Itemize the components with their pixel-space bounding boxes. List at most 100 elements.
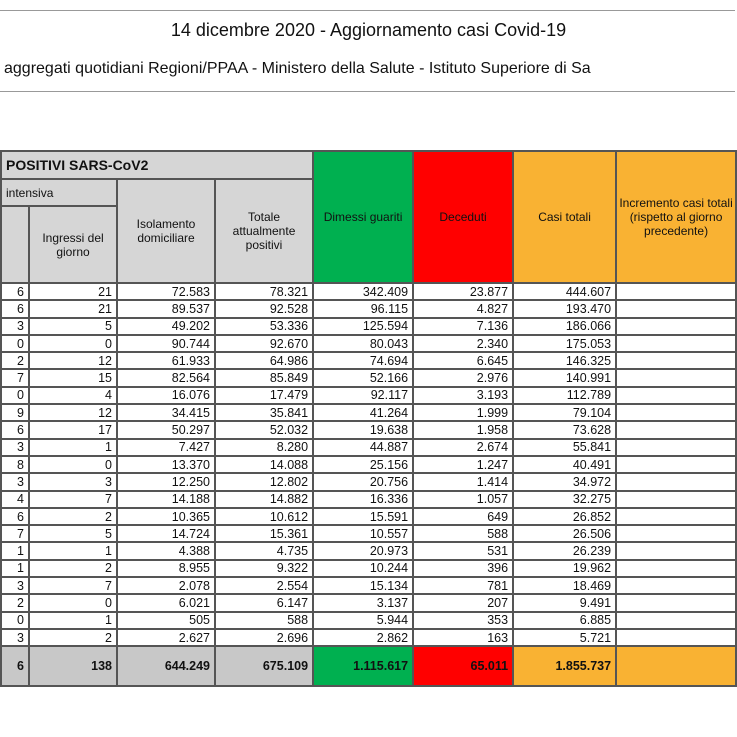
table-row: 6 21 89.537 92.528 96.115 4.827 193.470 xyxy=(0,299,737,319)
totale-positivi-cell: 52.032 xyxy=(213,420,315,440)
intensiva-cell: 3 xyxy=(0,627,30,648)
incremento-cell xyxy=(615,541,737,561)
header-intensiva-label: intensiva xyxy=(6,185,54,200)
header-deceduti: Deceduti xyxy=(412,150,515,284)
ingressi-cell: 21 xyxy=(28,299,118,319)
dimessi-cell: 15.591 xyxy=(312,506,415,527)
incremento-cell xyxy=(615,368,737,388)
ingressi-cell: 2 xyxy=(28,506,118,527)
totale-positivi-cell: 588 xyxy=(213,610,315,630)
casi-totali-cell: 9.491 xyxy=(512,593,618,613)
deceduti-cell: 23.877 xyxy=(412,281,515,302)
casi-totali-cell: 193.470 xyxy=(512,299,618,319)
incremento-cell xyxy=(615,299,737,319)
isolamento-cell: 8.955 xyxy=(116,558,216,579)
totale-positivi-cell: 4.735 xyxy=(213,541,315,561)
intensiva-cell: 3 xyxy=(0,316,30,336)
ingressi-cell: 3 xyxy=(28,472,118,492)
incremento-cell xyxy=(615,627,737,648)
casi-totali-cell: 32.275 xyxy=(512,489,618,509)
dimessi-cell: 41.264 xyxy=(312,403,415,423)
totale-positivi-cell: 64.986 xyxy=(213,351,315,371)
totale-positivi-cell: 12.802 xyxy=(213,472,315,492)
incremento-cell xyxy=(615,437,737,457)
ingressi-cell: 12 xyxy=(28,403,118,423)
casi-totali-cell: 19.962 xyxy=(512,558,618,579)
dimessi-cell: 125.594 xyxy=(312,316,415,336)
isolamento-cell: 90.744 xyxy=(116,333,216,354)
deceduti-cell: 1.057 xyxy=(412,489,515,509)
intensiva-cell: 0 xyxy=(0,385,30,406)
isolamento-cell: 49.202 xyxy=(116,316,216,336)
incremento-cell xyxy=(615,558,737,579)
dimessi-cell: 15.134 xyxy=(312,576,415,596)
totale-positivi-cell: 8.280 xyxy=(213,437,315,457)
deceduti-cell: 6.645 xyxy=(412,351,515,371)
header-intensiva-count xyxy=(0,205,30,284)
table-row: 3 5 49.202 53.336 125.594 7.136 186.066 xyxy=(0,316,737,336)
casi-totali-cell: 34.972 xyxy=(512,472,618,492)
table-row: 6 21 72.583 78.321 342.409 23.877 444.607 xyxy=(0,281,737,302)
isolamento-cell: 10.365 xyxy=(116,506,216,527)
ingressi-cell: 5 xyxy=(28,316,118,336)
ingressi-cell: 0 xyxy=(28,454,118,475)
intensiva-cell: 1 xyxy=(0,558,30,579)
table-row: 6 17 50.297 52.032 19.638 1.958 73.628 xyxy=(0,420,737,440)
dimessi-cell: 1.115.617 xyxy=(312,645,415,688)
page-title: 14 dicembre 2020 - Aggiornamento casi Co… xyxy=(170,20,567,40)
deceduti-cell: 207 xyxy=(412,593,515,613)
ingressi-cell: 21 xyxy=(28,281,118,302)
totale-positivi-cell: 2.696 xyxy=(213,627,315,648)
isolamento-cell: 89.537 xyxy=(116,299,216,319)
deceduti-cell: 1.414 xyxy=(412,472,515,492)
incremento-cell xyxy=(615,385,737,406)
dimessi-cell: 3.137 xyxy=(312,593,415,613)
deceduti-cell: 1.247 xyxy=(412,454,515,475)
incremento-cell xyxy=(615,281,737,302)
deceduti-cell: 649 xyxy=(412,506,515,527)
header-terapia-intensiva: intensiva xyxy=(0,178,118,207)
header-positivi-group: POSITIVI SARS-CoV2 xyxy=(0,150,315,180)
dimessi-cell: 2.862 xyxy=(312,627,415,648)
totale-positivi-cell: 17.479 xyxy=(213,385,315,406)
incremento-cell xyxy=(615,454,737,475)
intensiva-cell: 8 xyxy=(0,454,30,475)
dimessi-cell: 342.409 xyxy=(312,281,415,302)
table-row: 2 12 61.933 64.986 74.694 6.645 146.325 xyxy=(0,351,737,371)
table-row: 2 0 6.021 6.147 3.137 207 9.491 xyxy=(0,593,737,613)
incremento-cell xyxy=(615,506,737,527)
totale-positivi-cell: 53.336 xyxy=(213,316,315,336)
table-row: 0 4 16.076 17.479 92.117 3.193 112.789 xyxy=(0,385,737,406)
incremento-cell xyxy=(615,593,737,613)
deceduti-cell: 4.827 xyxy=(412,299,515,319)
intensiva-cell: 3 xyxy=(0,437,30,457)
ingressi-cell: 1 xyxy=(28,541,118,561)
ingressi-cell: 15 xyxy=(28,368,118,388)
intensiva-cell: 6 xyxy=(0,281,30,302)
casi-totali-cell: 40.491 xyxy=(512,454,618,475)
isolamento-cell: 13.370 xyxy=(116,454,216,475)
ingressi-cell: 0 xyxy=(28,593,118,613)
intensiva-cell: 2 xyxy=(0,351,30,371)
table-row: 1 1 4.388 4.735 20.973 531 26.239 xyxy=(0,541,737,561)
ingressi-cell: 1 xyxy=(28,437,118,457)
deceduti-cell: 163 xyxy=(412,627,515,648)
casi-totali-cell: 5.721 xyxy=(512,627,618,648)
dimessi-cell: 74.694 xyxy=(312,351,415,371)
ingressi-cell: 7 xyxy=(28,576,118,596)
isolamento-cell: 644.249 xyxy=(116,645,216,688)
totale-positivi-cell: 10.612 xyxy=(213,506,315,527)
casi-totali-cell: 146.325 xyxy=(512,351,618,371)
deceduti-cell: 2.340 xyxy=(412,333,515,354)
dimessi-cell: 19.638 xyxy=(312,420,415,440)
casi-totali-cell: 186.066 xyxy=(512,316,618,336)
incremento-cell xyxy=(615,524,737,544)
dimessi-cell: 96.115 xyxy=(312,299,415,319)
casi-totali-cell: 175.053 xyxy=(512,333,618,354)
dimessi-cell: 92.117 xyxy=(312,385,415,406)
casi-totali-cell: 55.841 xyxy=(512,437,618,457)
intensiva-cell: 6 xyxy=(0,645,30,688)
intensiva-cell: 6 xyxy=(0,420,30,440)
totale-positivi-cell: 6.147 xyxy=(213,593,315,613)
ingressi-cell: 4 xyxy=(28,385,118,406)
